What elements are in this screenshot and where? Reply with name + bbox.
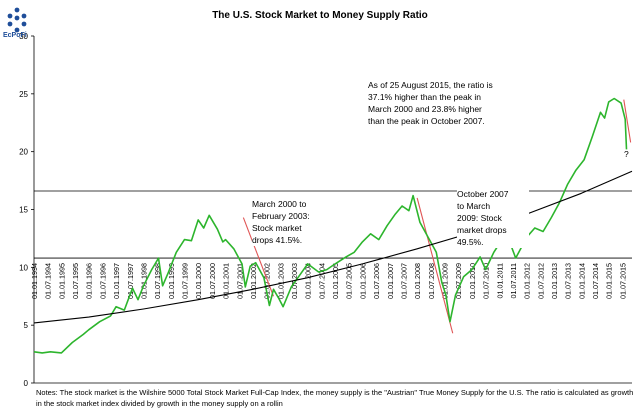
trend-marks [242, 99, 632, 334]
annotation-line: March 2000 and 23.8% higher [368, 104, 482, 114]
annotation-line: 2009: Stock [457, 213, 502, 223]
annotation-line: Stock market [252, 223, 302, 233]
series-line-ratio [33, 97, 628, 354]
x-tick-label: 01.07.1995 [71, 263, 80, 299]
annotation-2015: As of 25 August 2015, the ratio is 37.1%… [368, 79, 538, 127]
x-tick-label: 01.07.1997 [126, 263, 135, 299]
horizontal-lines [34, 190, 632, 259]
x-tick-label: 01.01.1997 [112, 263, 121, 299]
trend-mark [623, 99, 632, 143]
x-tick-label: 01.01.2008 [413, 263, 422, 299]
annotation-line: March 2000 to [252, 199, 307, 209]
chart-title: The U.S. Stock Market to Money Supply Ra… [212, 10, 428, 21]
x-tick-label: 01.07.2009 [454, 263, 463, 299]
axes [33, 36, 632, 384]
annotation-line: February 2003: [252, 211, 310, 221]
y-tick-label: 25 [19, 90, 28, 99]
x-tick-label: 01.01.1995 [57, 263, 66, 299]
annotation-question: ? [624, 148, 629, 160]
x-tick-label: 01.01.1994 [30, 263, 39, 299]
x-tick-label: 01.01.2015 [605, 263, 614, 299]
annotation-line: than the peak in October 2007. [368, 116, 485, 126]
x-tick-label: 01.07.2014 [591, 263, 600, 299]
x-tick-label: 01.01.2003 [276, 263, 285, 299]
x-tick-label: 01.07.2006 [372, 263, 381, 299]
x-tick-label: 01.07.2012 [536, 263, 545, 299]
x-tick-label: 01.07.1999 [181, 263, 190, 299]
x-tick-label: 01.07.2000 [208, 263, 217, 299]
x-tick-label: 01.01.2006 [358, 263, 367, 299]
logo-text: EcPoFi [3, 32, 27, 39]
y-tick-labels: 0 5 10 15 20 25 30 [19, 32, 34, 388]
x-tick-label: 01.01.2014 [577, 263, 586, 299]
x-tick-label: 01.01.2009 [441, 263, 450, 299]
logo-icon [7, 7, 27, 33]
annotation-2007: October 2007 to March 2009: Stock market… [457, 188, 529, 248]
x-tick-label: 01.01.2013 [550, 263, 559, 299]
x-tick-label: 01.01.2001 [222, 263, 231, 299]
x-tick-label: 01.01.2005 [331, 263, 340, 299]
trend-mark [242, 217, 274, 297]
x-tick-label: 01.07.2013 [564, 263, 573, 299]
x-tick-label: 01.01.2002 [249, 263, 258, 299]
x-tick-label: 01.01.2012 [523, 263, 532, 299]
y-tick-label: 10 [19, 263, 28, 272]
x-tick-label: 01.01.2000 [194, 263, 203, 299]
annotation-line: drops 41.5%. [252, 235, 303, 245]
annotation-line: to March [457, 201, 491, 211]
x-tick-label: 01.07.2011 [509, 263, 518, 298]
x-tick-label: 01.01.1998 [139, 263, 148, 299]
x-tick-label: 01.07.2005 [345, 263, 354, 299]
series-lines [33, 97, 633, 354]
y-tick-label: 5 [24, 321, 29, 330]
trend-mark [416, 197, 454, 334]
x-tick-labels: 01.01.1994 01.07.1994 01.01.1995 01.07.1995… [30, 263, 627, 299]
x-tick-label: 01.07.2004 [317, 263, 326, 299]
annotation-line: As of 25 August 2015, the ratio is [368, 80, 493, 90]
annotation-line: October 2007 [457, 189, 509, 199]
x-tick-label: 01.07.2008 [427, 263, 436, 299]
x-tick-label: 01.01.2010 [468, 263, 477, 299]
y-tick-label: 20 [19, 148, 28, 157]
annotation-line: market drops [457, 225, 507, 235]
annotation-line: 37.1% higher than the peak in [368, 92, 481, 102]
x-tick-label: 01.07.2010 [482, 263, 491, 299]
y-tick-label: 30 [19, 32, 28, 41]
x-tick-label: 01.07.1994 [44, 263, 53, 299]
annotation-line: 49.5%. [457, 237, 484, 247]
x-tick-label: 01.01.2011 [495, 263, 504, 298]
x-tick-label: 01.01.1999 [167, 263, 176, 299]
x-tick-label: 01.07.1996 [98, 263, 107, 299]
x-tick-label: 01.01.1996 [85, 263, 94, 299]
y-tick-label: 0 [24, 379, 29, 388]
y-tick-label: 15 [19, 206, 28, 215]
x-tick-label: 01.01.2004 [304, 263, 313, 299]
x-tick-label: 01.07.2007 [399, 263, 408, 299]
x-tick-label: 01.01.2007 [386, 263, 395, 299]
x-tick-label: 01.07.2001 [235, 263, 244, 299]
series-line-trend [33, 170, 633, 324]
chart-notes: Notes: The stock market is the Wilshire … [36, 388, 634, 408]
x-tick-label: 01.07.2015 [618, 263, 627, 299]
annotation-2000: March 2000 to February 2003: Stock marke… [252, 198, 332, 246]
x-tick-label: 01.07.1998 [153, 263, 162, 299]
annotation-line: ? [624, 149, 629, 159]
